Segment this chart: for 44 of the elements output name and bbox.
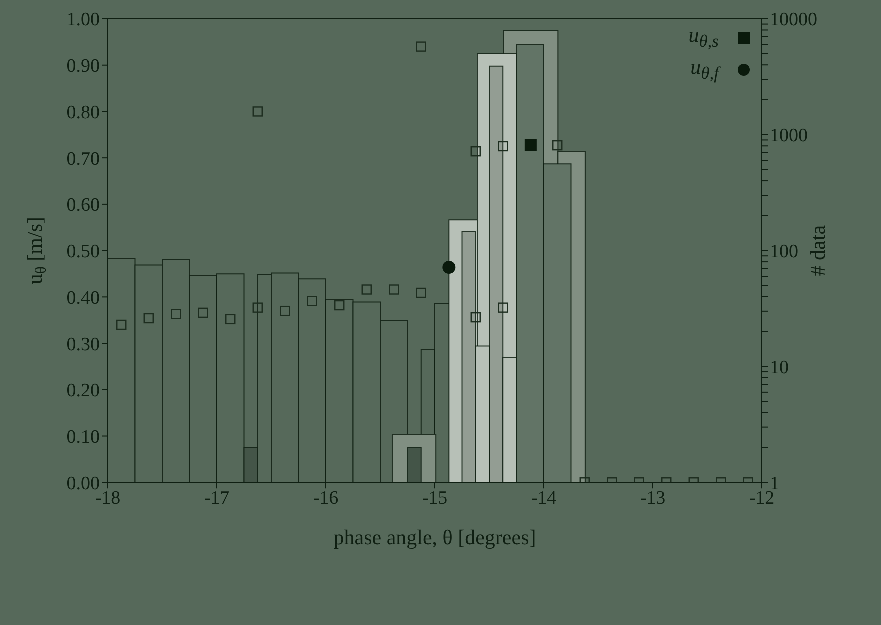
point: [442, 261, 456, 274]
x-tick-label: -15: [422, 488, 448, 510]
y-tick-label: 0.40: [66, 288, 100, 309]
legend-label: u$_{θ,s}$: [688, 22, 719, 54]
legend-label: u$_{θ,f}$: [690, 54, 719, 86]
y2-axis-title: # data: [806, 224, 830, 276]
point: [144, 313, 154, 324]
point: [552, 140, 563, 151]
y-tick-label: 0.80: [66, 102, 100, 124]
point: [198, 308, 208, 318]
y-tick-label: 0.20: [66, 380, 100, 402]
point: [470, 312, 481, 323]
y-tick-label: 0.50: [66, 242, 100, 263]
x-tick-label: -17: [204, 488, 230, 510]
point: [307, 296, 318, 306]
point: [362, 284, 372, 295]
y2-tick-label: 10000: [770, 10, 818, 31]
y2-tick-label: 100: [770, 242, 798, 263]
y-tick-label: 0.30: [66, 334, 100, 356]
x-tick-label: -14: [531, 488, 558, 510]
x-axis-title: phase angle, θ [degrees]: [334, 526, 536, 550]
point: [498, 302, 508, 313]
y-tick-label: 0.10: [66, 427, 100, 448]
point: [389, 284, 400, 295]
point: [280, 306, 290, 316]
y-tick-label: 0.90: [66, 56, 100, 78]
y-tick-label: 1.00: [66, 10, 100, 31]
x-tick-label: -16: [313, 488, 339, 510]
y2-tick-label: 10: [770, 357, 789, 378]
point: [171, 309, 182, 320]
point: [226, 314, 236, 325]
point: [470, 146, 481, 157]
point: [252, 302, 263, 313]
x-tick-label: -12: [749, 488, 775, 510]
point: [334, 300, 345, 311]
point: [524, 139, 537, 152]
point: [498, 141, 508, 152]
y-tick-label: 0.60: [66, 195, 100, 216]
point: [252, 106, 263, 117]
x-tick-label: -13: [640, 488, 666, 510]
y2-tick-label: 1000: [770, 126, 808, 147]
y-tick-label: 0.70: [66, 148, 100, 170]
point: [416, 288, 426, 298]
point: [116, 320, 127, 330]
